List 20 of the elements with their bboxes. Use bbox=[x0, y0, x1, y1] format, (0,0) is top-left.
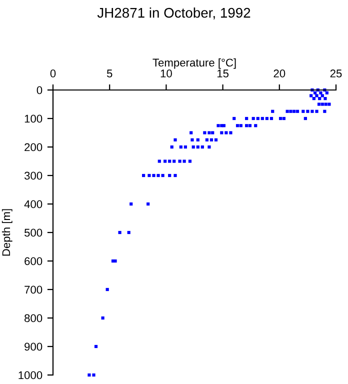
x-tick-label: 15 bbox=[217, 70, 229, 78]
x-axis-title: Temperature [°C] bbox=[152, 58, 236, 69]
x-tick-label: 20 bbox=[274, 70, 286, 78]
y-tick-label: 600 bbox=[24, 257, 42, 266]
y-tick-label: 100 bbox=[24, 114, 42, 123]
y-tick-label: 900 bbox=[24, 342, 42, 351]
y-tick-label: 1000 bbox=[18, 371, 42, 380]
y-tick-label: 800 bbox=[24, 314, 42, 322]
y-tick-label: 700 bbox=[24, 286, 42, 294]
x-tick-label: 10 bbox=[160, 70, 172, 78]
y-tick-label: 400 bbox=[24, 200, 42, 208]
x-tick-label: 5 bbox=[106, 70, 112, 78]
y-axis-title: Depth [m] bbox=[2, 209, 12, 256]
y-tick-label: 300 bbox=[24, 172, 42, 180]
chart-title: JH2871 in October, 1992 bbox=[97, 8, 250, 20]
x-tick-label: 25 bbox=[330, 70, 342, 78]
y-tick-label: 500 bbox=[24, 228, 42, 237]
x-tick-label: 0 bbox=[50, 70, 56, 78]
y-tick-label: 200 bbox=[24, 143, 42, 152]
y-tick-label: 0 bbox=[36, 86, 42, 94]
